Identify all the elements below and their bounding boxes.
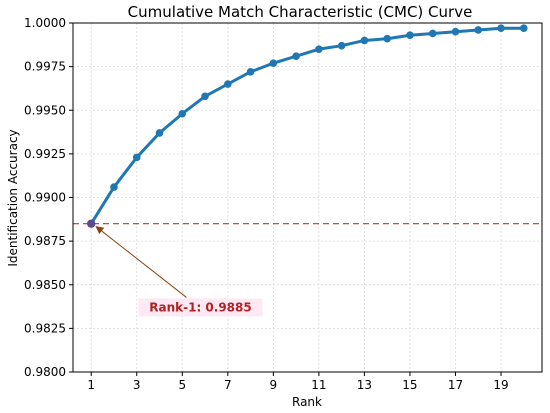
y-axis-label: Identification Accuracy — [6, 129, 20, 266]
x-axis-label: Rank — [292, 395, 322, 409]
y-tick-label: 0.9850 — [24, 278, 66, 292]
y-tick-label: 0.9950 — [24, 103, 66, 117]
x-tick-label: 3 — [133, 378, 141, 392]
grid — [73, 22, 542, 373]
cmc-data-point — [292, 52, 300, 60]
cmc-data-point — [474, 26, 483, 34]
cmc-data-point — [201, 92, 209, 101]
y-tick-label: 0.9800 — [24, 365, 66, 379]
cmc-data-point — [155, 129, 164, 137]
cmc-series-line — [89, 26, 526, 226]
x-tick-label: 9 — [270, 378, 278, 392]
cmc-data-point — [519, 24, 528, 33]
y-axis-ticks: 0.9800 0.9825 0.9850 0.9875 0.9900 0.9925 0.99… — [24, 16, 73, 379]
cmc-data-point — [337, 41, 346, 50]
annotation-box — [138, 298, 263, 317]
annotation-label: Rank-1: 0.9885 — [149, 300, 251, 314]
cmc-data-point — [451, 27, 460, 36]
cmc-data-point — [110, 183, 118, 191]
cmc-data-point — [178, 109, 187, 118]
annotation-layer: Rank-1: 0.9885 — [87, 219, 263, 317]
cmc-data-point — [315, 45, 323, 53]
x-tick-label: 7 — [224, 378, 232, 392]
x-axis-ticks: 1 3 5 7 9 11 13 15 17 19 — [87, 372, 509, 392]
cmc-data-point — [224, 80, 232, 88]
rank1-highlight-point — [87, 219, 96, 228]
annotation-arrow — [95, 226, 187, 298]
y-tick-label: 0.9900 — [24, 191, 66, 205]
cmc-data-point — [269, 59, 278, 67]
chart-title: Cumulative Match Characteristic (CMC) Cu… — [128, 3, 473, 21]
y-tick-label: 0.9875 — [24, 234, 66, 248]
series-layer — [87, 24, 528, 228]
x-tick-label: 5 — [178, 378, 186, 392]
cmc-data-point — [428, 29, 437, 38]
cmc-data-point — [132, 153, 141, 162]
x-tick-label: 13 — [357, 378, 372, 392]
x-tick-label: 15 — [402, 378, 417, 392]
cmc-data-point — [360, 36, 369, 45]
x-tick-label: 17 — [448, 378, 463, 392]
cmc-data-point — [246, 68, 255, 76]
x-tick-label: 1 — [87, 378, 95, 392]
y-tick-label: 0.9825 — [24, 321, 66, 335]
cmc-data-point — [406, 31, 414, 40]
plot-frame — [72, 22, 543, 373]
y-tick-label: 0.9925 — [24, 147, 66, 161]
cmc-data-point — [497, 24, 505, 33]
x-tick-label: 19 — [493, 378, 508, 392]
cmc-data-point — [383, 34, 391, 43]
y-tick-label: 0.9975 — [24, 60, 66, 74]
x-tick-label: 11 — [311, 378, 326, 392]
y-tick-label: 1.0000 — [24, 16, 66, 30]
